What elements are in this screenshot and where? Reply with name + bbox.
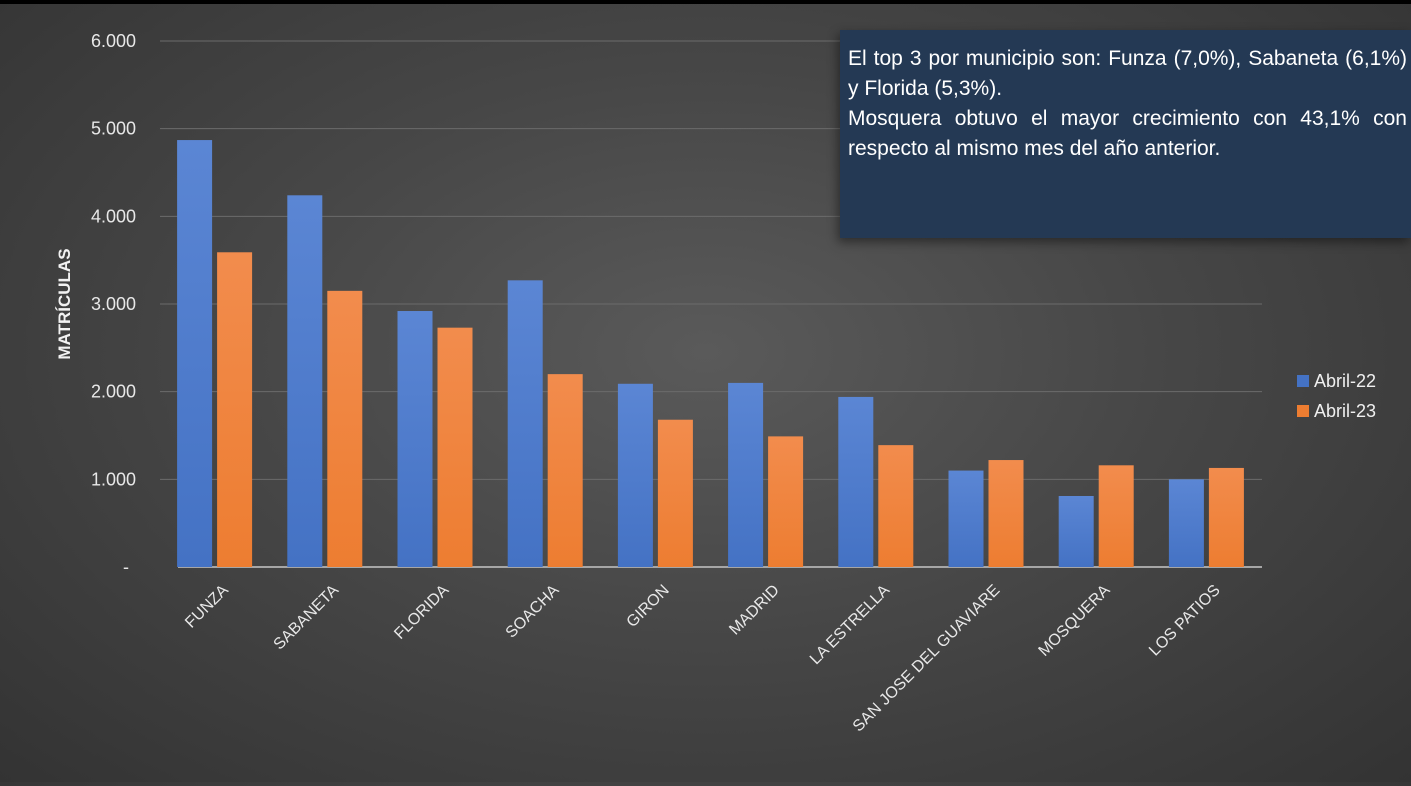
- bar-mosquera-abril-22: [1058, 495, 1094, 567]
- legend: Abril-22 Abril-23: [1297, 366, 1376, 426]
- legend-label-abril-22: Abril-22: [1314, 370, 1377, 391]
- x-category-label: FLORIDA: [391, 582, 452, 643]
- bar-giron-abril-23: [657, 419, 693, 567]
- bar-florida-abril-22: [397, 311, 433, 567]
- legend-swatch-abril-23: [1297, 405, 1309, 417]
- x-category-label: FUNZA: [182, 582, 232, 632]
- y-axis-title: MATRÍCULAS: [55, 248, 74, 359]
- x-category-label: SOACHA: [503, 582, 563, 642]
- bar-sabaneta-abril-22: [287, 195, 323, 567]
- bar-soacha-abril-23: [547, 374, 583, 567]
- bar-mosquera-abril-23: [1098, 465, 1134, 567]
- insight-callout: El top 3 por municipio son: Funza (7,0%)…: [840, 30, 1411, 238]
- bar-madrid-abril-23: [768, 436, 804, 567]
- x-category-label: LA ESTRELLA: [807, 582, 893, 668]
- bar-los-patios-abril-22: [1168, 479, 1204, 567]
- bar-san-jose-del-guaviare-abril-23: [988, 460, 1024, 567]
- x-category-label: SABANETA: [271, 582, 343, 654]
- bar-madrid-abril-22: [728, 382, 764, 567]
- callout-growth-text: Mosquera obtuvo el mayor crecimiento con…: [848, 107, 1407, 160]
- bar-funza-abril-23: [217, 252, 253, 567]
- bar-soacha-abril-22: [507, 280, 543, 567]
- y-tick-label: 1.000: [91, 469, 136, 489]
- bar-la-estrella-abril-23: [878, 445, 914, 567]
- bar-chart: - 1.000 2.000 3.000 4.000 5.000 6.000 FUNZA SAB…: [55, 31, 1262, 736]
- y-axis-ticks: - 1.000 2.000 3.000 4.000 5.000 6.000: [91, 31, 136, 577]
- y-tick-label: 4.000: [91, 206, 136, 226]
- y-tick-label: 2.000: [91, 382, 136, 402]
- x-category-label: MADRID: [726, 582, 783, 639]
- x-category-label: LOS PATIOS: [1146, 582, 1224, 660]
- bar-florida-abril-23: [437, 327, 473, 567]
- bar-giron-abril-22: [617, 383, 653, 567]
- legend-swatch-abril-22: [1297, 375, 1309, 387]
- y-tick-label: 5.000: [91, 119, 136, 139]
- legend-item-abril-23: Abril-23: [1297, 396, 1376, 426]
- y-tick-label: 6.000: [91, 31, 136, 51]
- x-category-label: MOSQUERA: [1036, 582, 1114, 660]
- callout-top3-text: El top 3 por municipio son: Funza (7,0%)…: [848, 47, 1407, 100]
- x-category-label: GIRON: [624, 582, 673, 631]
- x-axis-labels: FUNZA SABANETA FLORIDA SOACHA GIRON MADRID LA …: [182, 582, 1224, 736]
- y-tick-label: -: [123, 557, 129, 577]
- legend-label-abril-23: Abril-23: [1314, 400, 1377, 421]
- bar-san-jose-del-guaviare-abril-22: [948, 470, 984, 567]
- bars: [177, 140, 1244, 567]
- y-tick-label: 3.000: [91, 294, 136, 314]
- bar-funza-abril-22: [177, 140, 213, 567]
- bar-sabaneta-abril-23: [327, 290, 363, 567]
- legend-item-abril-22: Abril-22: [1297, 366, 1376, 396]
- bar-los-patios-abril-23: [1208, 467, 1244, 567]
- bar-la-estrella-abril-22: [838, 396, 874, 567]
